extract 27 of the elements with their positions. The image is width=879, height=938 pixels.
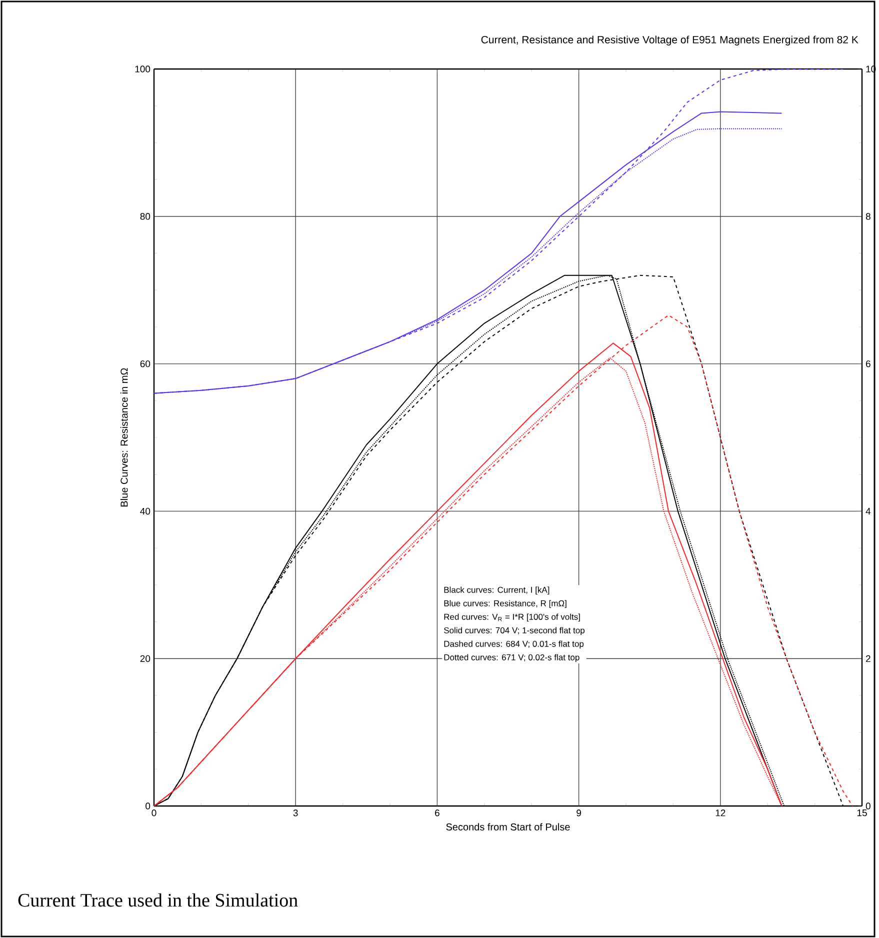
y-tick-label: 40: [140, 508, 150, 515]
y2-tick-label: 2: [866, 655, 870, 662]
x-tick-label: 3: [293, 810, 298, 816]
y2-tick-label: 4: [866, 508, 870, 514]
chart-title: Current, Resistance and Resistive Voltage of E951 Magnets Energized from 82 K: [481, 36, 858, 46]
y-tick-label: 60: [140, 360, 150, 368]
x-tick-label: 15: [857, 810, 867, 816]
annotation: Dotted curves: 671 V; 0.02-s flat top: [444, 654, 580, 662]
annotation: Solid curves: 704 V; 1-second flat top: [444, 627, 584, 636]
y-tick-label: 100: [135, 66, 150, 72]
x-axis-title: Seconds from Start of Pulse: [446, 823, 570, 830]
x-tick-label: 0: [152, 810, 156, 816]
y-tick-label: 0: [145, 802, 150, 810]
annotation: Red curves: V$_{R}$ = I*R [100's of volts]: [444, 614, 580, 622]
y2-tick-label: 6: [866, 360, 870, 368]
annotation: Black curves: Current, I [kA]: [444, 586, 549, 595]
y-axis-title: Blue Curves: Resistance in mΩ: [120, 368, 128, 506]
annotation: Dashed curves: 684 V; 0.01-s flat top: [444, 640, 584, 649]
y2-tick-label: 0: [866, 802, 870, 810]
x-tick-label: 9: [576, 810, 581, 816]
y2-tick-label: 8: [866, 213, 870, 220]
y-tick-label: 20: [140, 655, 150, 662]
x-tick-label: 12: [716, 810, 726, 816]
y-tick-label: 80: [140, 213, 150, 220]
annotation: Blue curves: Resistance, R [mΩ]: [444, 600, 566, 608]
x-tick-label: 6: [434, 810, 440, 816]
text: Current Trace used in the Simulation: [18, 893, 298, 907]
